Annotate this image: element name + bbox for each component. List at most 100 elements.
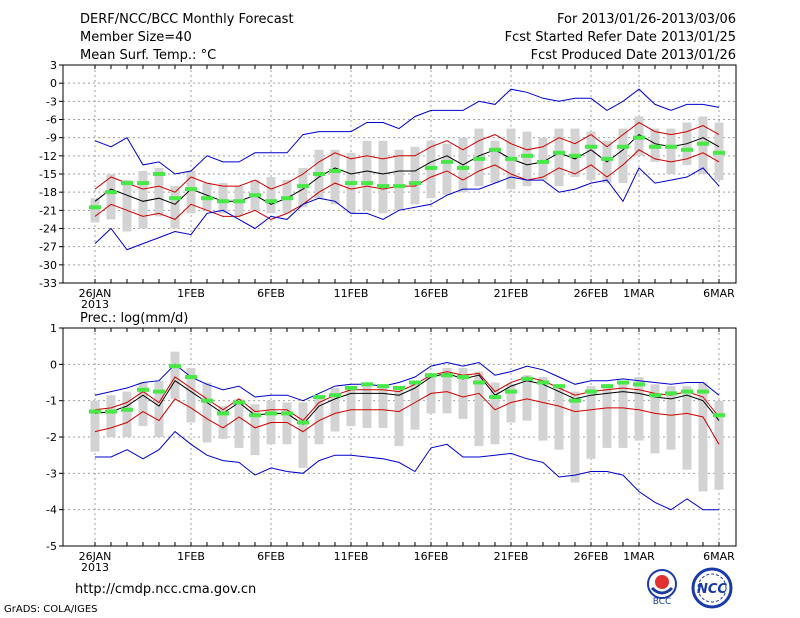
ensemble-marker xyxy=(521,153,533,158)
member-size-label: Member Size=40 xyxy=(80,30,192,45)
y-tick-label: -21 xyxy=(39,204,57,217)
ensemble-marker xyxy=(489,395,501,400)
ensemble-marker xyxy=(697,141,709,146)
plot-frame xyxy=(62,64,737,284)
ensemble-marker xyxy=(329,393,341,398)
ensemble-marker xyxy=(313,395,325,400)
ensemble-marker xyxy=(265,411,277,416)
y-tick-label: -5 xyxy=(46,540,57,553)
x-tick-label: 1FEB xyxy=(177,550,205,563)
ensemble-marker xyxy=(441,159,453,164)
ensemble-marker xyxy=(329,168,341,173)
spread-box xyxy=(378,386,388,428)
ensemble-marker xyxy=(713,150,725,155)
spread-box xyxy=(122,180,132,232)
ensemble-marker xyxy=(169,364,181,369)
variable-label: Mean Surf. Temp.: °C xyxy=(80,48,217,63)
y-tick-label: 1 xyxy=(50,322,57,335)
spread-box xyxy=(330,149,340,205)
ensemble-marker xyxy=(585,389,597,394)
ensemble-marker xyxy=(713,413,725,418)
y-tick-label: -1 xyxy=(46,395,57,408)
spread-box xyxy=(618,382,628,448)
ensemble-marker xyxy=(217,199,229,204)
bcc-logo: BCC xyxy=(647,569,677,606)
ensemble-marker xyxy=(409,380,421,385)
ensemble-marker xyxy=(297,184,309,189)
spread-box xyxy=(170,351,180,399)
spread-box xyxy=(282,402,292,445)
source-url[interactable]: http://cmdp.ncc.cma.gov.cn xyxy=(75,582,257,597)
ensemble-marker xyxy=(137,387,149,392)
spread-box xyxy=(522,131,532,187)
spread-box xyxy=(682,386,692,470)
ensemble-marker xyxy=(185,375,197,380)
series-line-lower-red xyxy=(94,149,720,220)
ensemble-marker xyxy=(633,382,645,387)
spread-box xyxy=(378,140,388,214)
x-tick-year: 2013 xyxy=(81,561,109,574)
ensemble-marker xyxy=(345,385,357,390)
x-tick-label: 21FEB xyxy=(494,550,529,563)
y-tick-label: -4 xyxy=(46,504,57,517)
spread-box xyxy=(410,382,420,430)
ensemble-marker xyxy=(393,184,405,189)
y-tick-label: -27 xyxy=(39,241,57,254)
spread-box xyxy=(474,371,484,447)
spread-box xyxy=(506,384,516,423)
chart-title: DERF/NCC/BCC Monthly Forecast xyxy=(80,12,294,27)
spread-box xyxy=(122,391,132,437)
ensemble-marker xyxy=(233,400,245,405)
spread-box xyxy=(138,170,148,229)
produced-date-label: Fcst Produced Date 2013/01/26 xyxy=(530,48,736,63)
spread-box xyxy=(698,382,708,492)
series-line-upper-blue xyxy=(94,361,720,402)
spread-box xyxy=(586,131,596,181)
ensemble-marker xyxy=(89,205,101,210)
x-tick-year: 2013 xyxy=(81,298,109,311)
x-tick-label: 26JAN xyxy=(79,550,112,563)
ensemble-marker xyxy=(185,187,197,192)
spread-box xyxy=(314,395,324,445)
ensemble-marker xyxy=(601,156,613,161)
ensemble-marker xyxy=(201,398,213,403)
ensemble-marker xyxy=(233,199,245,204)
ensemble-marker xyxy=(281,411,293,416)
ensemble-marker xyxy=(105,409,117,414)
x-tick-label: 26FEB xyxy=(574,287,609,300)
grads-credit: GrADS: COLA/IGES xyxy=(4,604,98,615)
y-tick-label: -12 xyxy=(39,150,57,163)
ensemble-marker xyxy=(169,196,181,201)
x-tick-label: 1MAR xyxy=(623,550,655,563)
spread-box xyxy=(330,387,340,432)
x-tick-label: 16FEB xyxy=(414,287,449,300)
spread-box xyxy=(666,128,676,174)
spread-box xyxy=(490,382,500,445)
ensemble-marker xyxy=(249,413,261,418)
ensemble-marker xyxy=(473,156,485,161)
x-tick-label: 6MAR xyxy=(703,550,735,563)
spread-box xyxy=(458,367,468,419)
y-tick-label: -3 xyxy=(46,467,57,480)
spread-box xyxy=(522,375,532,421)
plot-frame xyxy=(62,327,737,547)
ensemble-marker xyxy=(537,380,549,385)
y-tick-label: -33 xyxy=(39,277,57,290)
ensemble-marker xyxy=(585,144,597,149)
series-line-ensemble-mean xyxy=(94,133,720,205)
ensemble-marker xyxy=(377,384,389,389)
ensemble-marker xyxy=(217,411,229,416)
ensemble-marker xyxy=(361,382,373,387)
x-tick-label: 21FEB xyxy=(494,287,529,300)
x-tick-label: 11FEB xyxy=(334,287,369,300)
ensemble-marker xyxy=(265,199,277,204)
series-line-ensemble-mean xyxy=(94,372,720,425)
ensemble-marker xyxy=(105,190,117,195)
y-tick-label: -24 xyxy=(39,223,57,236)
spread-box xyxy=(538,137,548,181)
ensemble-marker xyxy=(489,147,501,152)
ensemble-marker xyxy=(409,181,421,186)
spread-box xyxy=(410,146,420,205)
y-tick-label: -30 xyxy=(39,259,57,272)
